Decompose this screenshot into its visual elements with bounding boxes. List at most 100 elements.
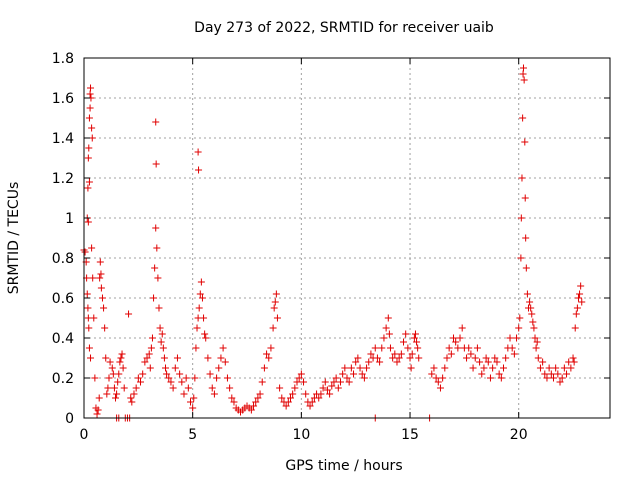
data-point [146,364,154,372]
data-point [145,350,153,358]
data-point [113,390,121,398]
data-point [506,334,514,342]
y-tick-label: 0.2 [52,371,74,387]
data-point [91,374,99,382]
data-point [141,358,149,366]
data-point [83,290,91,298]
data-point [328,382,336,390]
data-point [148,334,156,342]
data-point [531,334,539,342]
data-point [128,398,136,406]
data-point [371,344,379,352]
data-point [195,166,203,174]
data-point [215,364,223,372]
data-point [556,378,564,386]
data-point [530,324,538,332]
data-point [102,354,110,362]
data-point [115,370,123,378]
data-point [386,344,394,352]
data-point [385,330,393,338]
data-point [125,310,133,318]
data-point [411,330,419,338]
y-tick-label: 0 [65,411,74,427]
data-point [198,294,206,302]
data-point [336,378,344,386]
data-point [81,248,89,256]
data-point [98,294,106,302]
data-point [88,244,96,252]
data-point [380,334,388,342]
data-point [86,104,94,112]
data-point [267,344,275,352]
y-axis-label: SRMTID / TECUs [6,182,22,295]
x-tick-label: 10 [292,427,310,443]
data-point [85,324,93,332]
data-point [330,378,338,386]
data-point [407,364,415,372]
data-point [132,384,140,392]
data-point [87,354,95,362]
x-tick-label: 5 [188,427,197,443]
data-point [190,394,198,402]
x-tick-label: 0 [80,427,89,443]
data-point [339,370,347,378]
data-point [513,334,521,342]
data-point [478,370,486,378]
x-axis-label: GPS time / hours [285,458,402,474]
data-point [150,294,158,302]
data-point [192,344,200,352]
data-point [332,374,340,382]
data-point [154,274,162,282]
data-point [469,364,477,372]
y-tick-label: 0.8 [52,251,74,267]
data-point [499,364,507,372]
data-point [482,354,490,362]
data-point [84,218,92,226]
data-point [208,384,216,392]
data-point [180,390,188,398]
data-point [282,402,290,410]
data-point [572,310,580,318]
data-point [450,334,458,342]
data-point [463,354,471,362]
data-point [89,274,97,282]
data-point [578,298,586,306]
data-point [196,290,204,298]
data-point [270,304,278,312]
data-point [436,384,444,392]
data-point [521,194,529,202]
data-point [334,384,342,392]
data-point [86,90,94,98]
data-point [439,374,447,382]
data-point [360,374,368,382]
data-point [250,402,258,410]
data-point [252,398,260,406]
data-point [93,410,101,418]
data-point [110,384,118,392]
data-point [570,358,578,366]
data-point [378,344,386,352]
data-point [297,370,305,378]
data-point [302,390,310,398]
y-tick-label: 1.4 [52,131,74,147]
data-point [569,354,577,362]
chart-title: Day 273 of 2022, SRMTID for receiver uai… [194,20,494,36]
data-point [200,314,208,322]
data-point [223,374,231,382]
data-point [120,384,128,392]
data-point [85,144,93,152]
data-point [527,304,535,312]
data-point [295,374,303,382]
data-point [163,370,171,378]
data-point [193,324,201,332]
data-point [571,324,579,332]
data-point [350,370,358,378]
data-point [286,394,294,402]
data-point [443,354,451,362]
data-point [428,370,436,378]
data-point [191,374,199,382]
data-point [456,334,464,342]
data-point [155,304,163,312]
data-point [321,378,329,386]
